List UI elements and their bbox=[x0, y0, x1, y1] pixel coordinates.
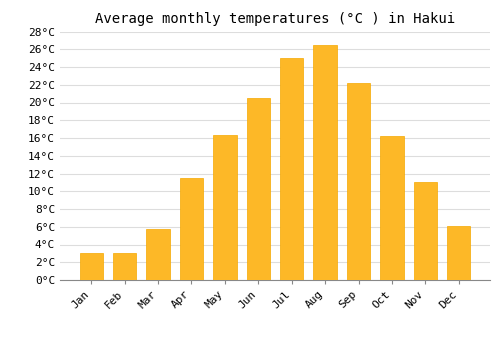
Bar bbox=[347, 83, 370, 280]
Bar bbox=[246, 98, 270, 280]
Bar bbox=[180, 178, 203, 280]
Bar bbox=[414, 182, 437, 280]
Bar bbox=[113, 253, 136, 280]
Bar bbox=[447, 226, 470, 280]
Bar bbox=[380, 136, 404, 280]
Bar bbox=[314, 45, 337, 280]
Bar bbox=[80, 253, 103, 280]
Bar bbox=[146, 229, 170, 280]
Bar bbox=[213, 135, 236, 280]
Title: Average monthly temperatures (°C ) in Hakui: Average monthly temperatures (°C ) in Ha… bbox=[95, 12, 455, 26]
Bar bbox=[280, 58, 303, 280]
